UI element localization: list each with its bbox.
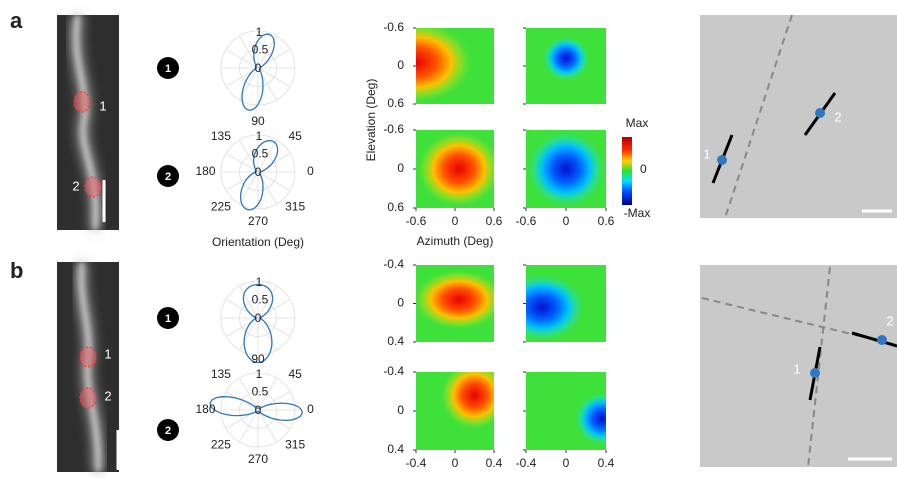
badge-number: 1: [165, 313, 171, 325]
x-tick-label: 0.6: [486, 214, 503, 228]
angle-tick-label: 0: [307, 402, 314, 416]
roi-label: 2: [72, 178, 79, 193]
roi-marker: [80, 388, 96, 408]
radial-tick-label: 0.5: [252, 43, 269, 57]
x-tick-label: 0: [563, 456, 570, 470]
angle-tick-label: 225: [211, 200, 231, 214]
page: {"panels": [ {"label": "a", "roi_labels"…: [0, 0, 897, 478]
roi-label: 1: [104, 346, 111, 361]
angle-tick-label: 315: [285, 438, 305, 452]
badge-number: 1: [165, 63, 171, 75]
radial-tick-label: 1: [256, 275, 263, 289]
x-tick-label: -0.6: [516, 214, 537, 228]
colorbar-label: Max: [626, 116, 649, 130]
angle-tick-label: 90: [251, 352, 265, 366]
roi-point: [815, 108, 825, 118]
map-label: 2: [834, 109, 841, 124]
roi-marker: [80, 347, 96, 367]
radial-tick-label: 0: [255, 165, 262, 179]
polar-axis-title: Orientation (Deg): [212, 235, 304, 249]
angle-tick-label: 135: [211, 129, 231, 143]
roi-marker: [85, 177, 101, 197]
y-axis-title: Elevation (Deg): [364, 79, 378, 162]
heatmap-blob: [416, 130, 502, 208]
angle-tick-label: 270: [248, 214, 268, 228]
y-tick-label: 0: [397, 403, 404, 417]
y-tick-label: 0.4: [387, 442, 404, 456]
heatmap-blob: [574, 392, 630, 447]
roi-point: [810, 368, 820, 378]
radial-tick-label: 0.5: [252, 293, 269, 307]
angle-tick-label: 45: [288, 367, 302, 381]
x-tick-label: -0.4: [516, 456, 537, 470]
radial-tick-label: 0: [255, 311, 262, 325]
angle-tick-label: 180: [195, 164, 215, 178]
heatmap-blob: [498, 273, 586, 342]
roi-label: 2: [104, 388, 111, 403]
angle-tick-label: 225: [211, 438, 231, 452]
panel-letter: b: [10, 258, 23, 283]
radial-tick-label: 0: [255, 61, 262, 75]
panel-letter: a: [10, 8, 23, 33]
radial-tick-label: 1: [256, 367, 263, 381]
y-tick-label: 0: [397, 296, 404, 310]
heatmap-blob: [542, 36, 590, 82]
y-tick-label: 0.4: [387, 334, 404, 348]
panel: a 1 2 1 1 0.5 0 2 1 0.5 0 90 45 0 315 270 225 180 135 Orien…: [10, 8, 897, 249]
x-axis-title: Azimuth (Deg): [417, 234, 494, 248]
badge-number: 2: [165, 425, 171, 437]
y-tick-label: 0: [397, 58, 404, 72]
roi-marker: [74, 92, 90, 112]
radial-tick-label: 0.5: [252, 385, 269, 399]
radial-tick-label: 1: [256, 25, 263, 39]
heatmap-blob: [412, 269, 506, 331]
y-tick-label: -0.4: [383, 257, 404, 271]
y-tick-label: 0.6: [387, 96, 404, 110]
roi-label: 1: [99, 98, 106, 113]
radial-tick-label: 0.5: [252, 147, 269, 161]
heatmap-blob: [439, 360, 509, 430]
angle-tick-label: 135: [211, 367, 231, 381]
x-tick-label: 0.4: [598, 456, 615, 470]
panel: b12110.50210.5090450315270225180135-0.40…: [10, 257, 897, 472]
x-tick-label: -0.6: [406, 214, 427, 228]
x-tick-label: 0: [563, 214, 570, 228]
figure-layer: a 1 2 1 1 0.5 0 2 1 0.5 0 90 45 0 315 270 225 180 135 Orien…: [10, 8, 897, 472]
figure: a 1 2 1 1 0.5 0 2 1 0.5 0 90 45 0 315 270 225 180 135 Orien…: [0, 0, 897, 478]
x-tick-label: 0.6: [598, 214, 615, 228]
map-label: 2: [886, 313, 893, 328]
y-tick-label: -0.6: [383, 122, 404, 136]
angle-tick-label: 0: [307, 164, 314, 178]
roi-point: [717, 155, 727, 165]
x-tick-label: 0: [452, 456, 459, 470]
y-tick-label: 0: [397, 161, 404, 175]
heatmap-blob: [526, 130, 606, 208]
colorbar-label: 0: [640, 162, 647, 176]
map-label: 1: [793, 361, 800, 376]
angle-tick-label: 180: [195, 402, 215, 416]
roi-point: [877, 335, 887, 345]
x-tick-label: 0: [452, 214, 459, 228]
radial-tick-label: 1: [256, 129, 263, 143]
radial-tick-label: 0: [255, 403, 262, 417]
angle-tick-label: 90: [251, 114, 265, 128]
y-tick-label: -0.6: [383, 20, 404, 34]
y-tick-label: -0.4: [383, 364, 404, 378]
angle-tick-label: 45: [288, 129, 302, 143]
map-bg: [700, 15, 897, 218]
colorbar: [622, 137, 632, 205]
colorbar-label: -Max: [624, 206, 651, 220]
x-tick-label: -0.4: [406, 456, 427, 470]
badge-number: 2: [165, 171, 171, 183]
x-tick-label: 0.4: [486, 456, 503, 470]
angle-tick-label: 270: [248, 452, 268, 466]
y-tick-label: 0.6: [387, 200, 404, 214]
map-label: 1: [703, 146, 710, 161]
angle-tick-label: 315: [285, 200, 305, 214]
